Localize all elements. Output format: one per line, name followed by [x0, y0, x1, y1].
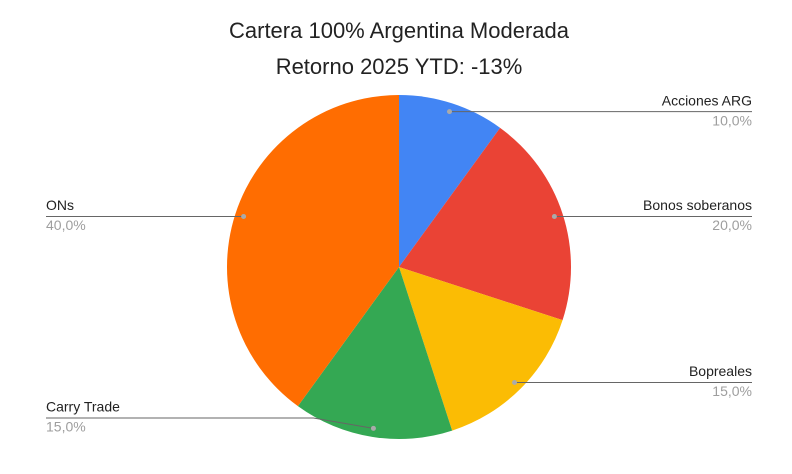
pie-slice: [399, 127, 571, 321]
slice-label: Acciones ARG: [662, 92, 752, 108]
chart-subtitle: Retorno 2025 YTD: -13%: [276, 54, 523, 79]
slice-value-label: 20,0%: [712, 217, 752, 233]
slice-label: ONs: [46, 197, 74, 213]
slice-value-label: 10,0%: [712, 112, 752, 128]
pie-slice: [297, 267, 453, 439]
slice-label: Bonos soberanos: [643, 197, 752, 213]
leader-dot: [241, 214, 247, 220]
leader-line: [46, 417, 374, 429]
slice-value-label: 15,0%: [46, 419, 86, 435]
slice-value-label: 15,0%: [712, 383, 752, 399]
slice-value-label: 40,0%: [46, 217, 86, 233]
chart-title: Cartera 100% Argentina Moderada: [229, 18, 570, 43]
leader-dot: [512, 380, 518, 386]
leader-dot: [370, 425, 376, 431]
pie-slice: [399, 95, 501, 267]
leader-dot: [551, 214, 557, 220]
pie-slice: [227, 95, 399, 407]
leader-dot: [446, 109, 452, 115]
slice-label: Carry Trade: [46, 399, 120, 415]
slice-label: Bopreales: [689, 363, 752, 379]
pie-slice: [399, 267, 563, 431]
